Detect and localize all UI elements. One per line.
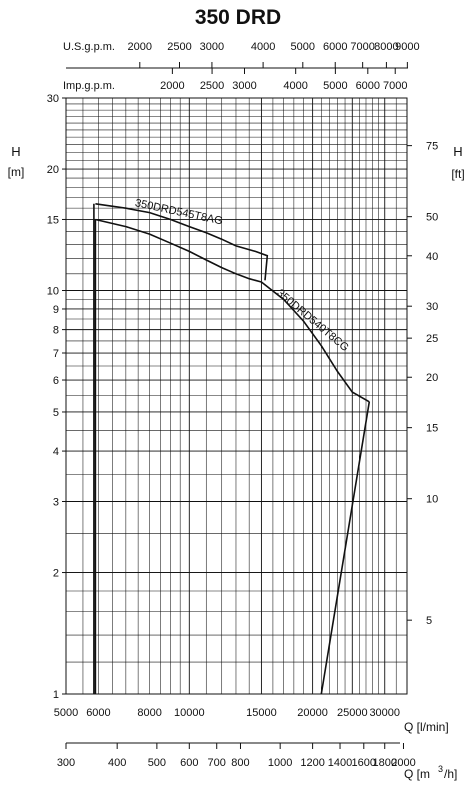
y-right-tick-label: 25 bbox=[426, 333, 438, 345]
x-m3h-tick-label: 500 bbox=[148, 757, 166, 769]
chart-title: 350 DRD bbox=[195, 6, 281, 29]
x-lmin-tick-label: 10000 bbox=[174, 707, 205, 719]
usgpm-axis-label: U.S.g.p.m. bbox=[63, 41, 115, 53]
x-m3h-tick-label: 1400 bbox=[328, 757, 352, 769]
y-left-label-unit: [m] bbox=[8, 165, 25, 179]
x-m3h-tick-label: 1000 bbox=[268, 757, 292, 769]
left-y-axis: 1 2 3 4 5 6 7 8 9 10 15 20 30 bbox=[47, 93, 66, 701]
impgpm-tick-label: 2500 bbox=[200, 80, 224, 92]
y-right-tick-label: 50 bbox=[426, 212, 438, 224]
impgpm-tick-label: 4000 bbox=[283, 80, 307, 92]
usgpm-tick-label: 9000 bbox=[395, 41, 419, 53]
y-right-tick-label: 15 bbox=[426, 423, 438, 435]
usgpm-tick-label: 2000 bbox=[128, 41, 152, 53]
y-left-tick-label: 3 bbox=[53, 496, 59, 508]
y-left-tick-label: 30 bbox=[47, 93, 59, 105]
x-m3h-label-sup: 3 bbox=[438, 764, 443, 774]
x-m3h-tick-label: 1200 bbox=[300, 757, 324, 769]
impgpm-tick-label: 6000 bbox=[356, 80, 380, 92]
y-right-tick-label: 5 bbox=[426, 615, 432, 627]
plot-frame bbox=[65, 97, 408, 695]
x-axis-lmin: 5000 6000 8000 10000 15000 20000 25000 30000 bbox=[54, 707, 400, 719]
x-m3h-label: Q [m 3 /h] bbox=[404, 764, 457, 781]
y-right-tick-label: 10 bbox=[426, 494, 438, 506]
y-left-tick-label: 9 bbox=[53, 304, 59, 316]
top-axes: U.S.g.p.m. 2000 2500 3000 4000 5000 6000 7000 8… bbox=[63, 41, 420, 92]
x-lmin-tick-label: 30000 bbox=[369, 707, 400, 719]
impgpm-tick-label: 2000 bbox=[160, 80, 184, 92]
y-left-tick-label: 4 bbox=[53, 446, 59, 458]
x-m3h-label-main: Q [m bbox=[404, 767, 430, 781]
x-m3h-label-tail: /h] bbox=[444, 767, 457, 781]
usgpm-tick-label: 7000 bbox=[350, 41, 374, 53]
impgpm-axis-label: Imp.g.p.m. bbox=[63, 80, 115, 92]
impgpm-tick-label: 5000 bbox=[323, 80, 347, 92]
right-y-axis: 5 10 15 20 25 30 40 50 75 bbox=[407, 141, 438, 627]
y-right-label-unit: [ft] bbox=[451, 167, 464, 181]
y-right-tick-label: 30 bbox=[426, 301, 438, 313]
usgpm-tick-label: 4000 bbox=[251, 41, 275, 53]
series-right-boundary bbox=[320, 401, 371, 695]
x-lmin-label: Q [l/min] bbox=[404, 720, 449, 734]
plot-grid bbox=[66, 98, 407, 694]
series-350drd545t8ag bbox=[95, 218, 262, 283]
x-m3h-tick-label: 1800 bbox=[372, 757, 396, 769]
impgpm-tick-label: 7000 bbox=[383, 80, 407, 92]
y-right-label-h: H bbox=[453, 144, 462, 159]
x-lmin-tick-label: 6000 bbox=[86, 707, 110, 719]
y-left-tick-label: 5 bbox=[53, 407, 59, 419]
usgpm-tick-label: 5000 bbox=[291, 41, 315, 53]
y-left-tick-label: 15 bbox=[47, 214, 59, 226]
series-350drd540t8cg bbox=[260, 281, 370, 403]
usgpm-tick-label: 3000 bbox=[200, 41, 224, 53]
y-left-tick-label: 2 bbox=[53, 568, 59, 580]
y-left-tick-label: 10 bbox=[47, 286, 59, 298]
x-lmin-tick-label: 8000 bbox=[137, 707, 161, 719]
x-m3h-tick-label: 700 bbox=[208, 757, 226, 769]
y-right-tick-label: 20 bbox=[426, 372, 438, 384]
x-axis-m3h: 300 400 500 600 700 800 1000 1200 1400 1600180020… bbox=[57, 743, 416, 769]
usgpm-tick-label: 8000 bbox=[374, 41, 398, 53]
x-m3h-tick-label: 2000 bbox=[391, 757, 415, 769]
usgpm-tick-label: 6000 bbox=[323, 41, 347, 53]
y-left-label-h: H bbox=[11, 144, 20, 159]
y-left-tick-label: 7 bbox=[53, 348, 59, 360]
x-lmin-tick-label: 20000 bbox=[297, 707, 328, 719]
x-m3h-tick-label: 1600 bbox=[352, 757, 376, 769]
x-lmin-tick-label: 5000 bbox=[54, 707, 78, 719]
impgpm-tick-label: 3000 bbox=[232, 80, 256, 92]
y-left-tick-label: 1 bbox=[53, 689, 59, 701]
x-m3h-tick-label: 600 bbox=[180, 757, 198, 769]
x-m3h-tick-label: 400 bbox=[108, 757, 126, 769]
usgpm-tick-label: 2500 bbox=[167, 41, 191, 53]
x-lmin-tick-label: 25000 bbox=[337, 707, 368, 719]
y-left-tick-label: 8 bbox=[53, 325, 59, 337]
series-350drd545t8ag-upper bbox=[95, 203, 269, 281]
y-left-tick-label: 6 bbox=[53, 375, 59, 387]
x-lmin-tick-label: 15000 bbox=[246, 707, 277, 719]
y-right-tick-label: 40 bbox=[426, 251, 438, 263]
x-m3h-tick-label: 300 bbox=[57, 757, 75, 769]
y-left-tick-label: 20 bbox=[47, 164, 59, 176]
y-right-tick-label: 75 bbox=[426, 141, 438, 153]
x-m3h-tick-label: 800 bbox=[231, 757, 249, 769]
